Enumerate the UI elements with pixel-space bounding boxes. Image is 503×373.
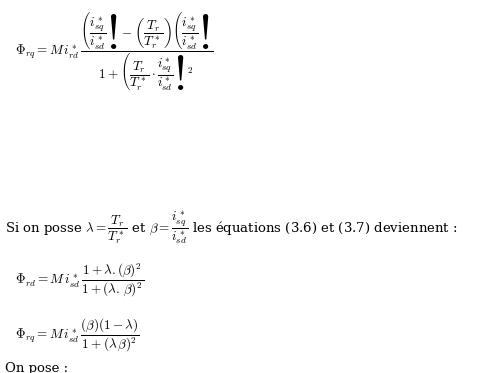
Text: $\Phi_{rd} = M\, i^*_{sd}\, \dfrac{1 + \lambda.(\beta)^2}{1 + (\lambda.\, \beta): $\Phi_{rd} = M\, i^*_{sd}\, \dfrac{1 + \…	[15, 261, 144, 299]
Text: Si on posse $\lambda = \dfrac{T_r}{T^*_r}$ et $\beta = \dfrac{i^*_{sq}}{i^*_{sd}: Si on posse $\lambda = \dfrac{T_r}{T^*_r…	[5, 209, 458, 246]
Text: $\Phi_{rq} = M\, i^*_{rd}\, \dfrac{\left(\dfrac{i^*_{sq}}{i^*_{sd}}\right) - \le: $\Phi_{rq} = M\, i^*_{rd}\, \dfrac{\left…	[15, 11, 214, 93]
Text: On pose :: On pose :	[5, 362, 68, 373]
Text: $\Phi_{rq} = M\, i^*_{sd}\, \dfrac{(\beta)(1 - \lambda)}{1 + (\lambda\, \beta)^2: $\Phi_{rq} = M\, i^*_{sd}\, \dfrac{(\bet…	[15, 317, 140, 354]
